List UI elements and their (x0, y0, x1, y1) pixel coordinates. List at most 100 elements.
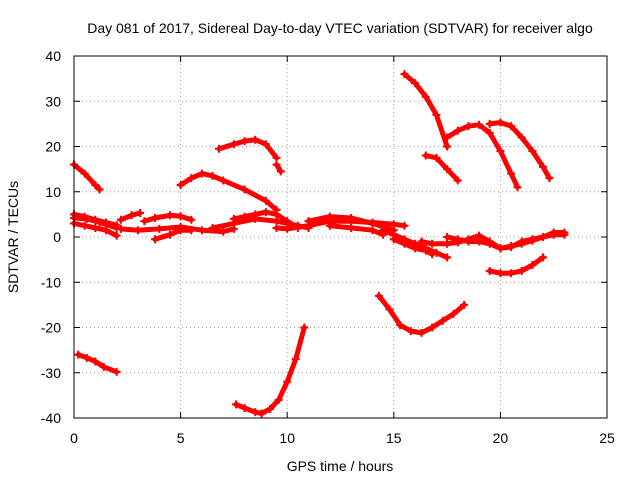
data-point (449, 309, 458, 318)
y-axis-ticks: -40 -30 -20 -10 0 10 20 30 40 (41, 48, 607, 426)
data-point (513, 183, 522, 192)
data-point (240, 404, 249, 413)
data-point (112, 367, 121, 376)
data-point (261, 196, 270, 205)
data-point (80, 221, 89, 230)
data-point (496, 244, 505, 253)
data-point (539, 253, 548, 262)
data-point (229, 219, 238, 228)
data-point (325, 221, 334, 230)
y-tick-label: 30 (45, 93, 61, 109)
y-tick-label: -30 (41, 365, 61, 381)
data-point (272, 223, 281, 232)
y-tick-label: -10 (41, 274, 61, 290)
data-point (155, 224, 164, 233)
data-point (453, 235, 462, 244)
data-point (272, 210, 281, 219)
data-point (187, 174, 196, 183)
data-point (406, 327, 415, 336)
data-point (368, 219, 377, 228)
y-tick-label: 40 (45, 48, 61, 64)
data-point (528, 147, 537, 156)
data-point (91, 357, 100, 366)
data-point (400, 221, 409, 230)
data-point (428, 250, 437, 259)
data-point (325, 212, 334, 221)
series-line (152, 227, 194, 242)
series-arc-24 (421, 151, 462, 185)
data-point (304, 217, 313, 226)
series-arc-10 (176, 169, 281, 214)
data-point (187, 215, 196, 224)
data-point (496, 147, 505, 156)
series-line (402, 71, 450, 149)
data-point (460, 300, 469, 309)
x-tick-label: 15 (386, 430, 402, 446)
data-point (417, 237, 426, 246)
x-tick-label: 20 (493, 430, 509, 446)
data-point (232, 400, 241, 409)
data-point (517, 239, 526, 248)
data-point (140, 217, 149, 226)
data-point (176, 212, 185, 221)
series-arc-13 (232, 323, 309, 418)
data-point (82, 353, 91, 362)
data-point (374, 291, 383, 300)
series-line (71, 215, 120, 231)
data-point (187, 226, 196, 235)
data-point (240, 137, 249, 146)
series-arc-26 (485, 118, 554, 183)
y-tick-label: 10 (45, 184, 61, 200)
series-arc-1 (70, 160, 104, 194)
data-point (443, 233, 452, 241)
data-point (219, 227, 228, 236)
series-arc-6 (116, 209, 145, 224)
data-point (549, 230, 558, 239)
data-point (261, 140, 270, 149)
data-point (421, 92, 430, 101)
series-arc-21 (417, 228, 569, 253)
series-arc-8 (140, 211, 196, 226)
data-series (70, 70, 569, 418)
data-point (165, 230, 174, 239)
data-point (283, 377, 292, 386)
series-line (327, 223, 386, 238)
data-point (165, 211, 174, 220)
series-arc-11 (214, 135, 281, 162)
y-axis-label: SDTVAR / TECUs (5, 181, 21, 293)
data-point (421, 151, 430, 160)
data-point (229, 140, 238, 149)
data-point (91, 223, 100, 232)
data-point (347, 223, 356, 232)
data-point (257, 409, 266, 418)
data-point (197, 169, 206, 178)
data-point (151, 235, 160, 244)
plot-frame (73, 55, 608, 419)
series-arc-23 (400, 70, 452, 151)
data-point (274, 395, 283, 404)
data-point (176, 180, 185, 189)
data-point (283, 224, 292, 233)
data-point (80, 169, 89, 178)
data-point (261, 208, 270, 217)
x-axis-ticks: 0 5 10 15 20 25 (70, 56, 615, 446)
chart-title: Day 081 of 2017, Sidereal Day-to-day VTE… (87, 20, 593, 36)
data-point (219, 176, 228, 185)
y-tick-label: 20 (45, 139, 61, 155)
data-point (272, 153, 281, 162)
data-point (385, 305, 394, 314)
data-point (443, 133, 452, 142)
data-point (95, 185, 104, 194)
series-arc-2 (74, 350, 121, 376)
data-point (428, 239, 437, 248)
data-point (99, 362, 108, 371)
data-point (507, 122, 516, 131)
data-point (251, 408, 260, 417)
data-point (272, 217, 281, 226)
data-point (400, 239, 409, 248)
x-tick-label: 0 (70, 430, 78, 446)
data-point (496, 118, 505, 127)
series-arc-25 (443, 120, 522, 192)
grid-lines (74, 56, 607, 418)
series-line (233, 325, 307, 416)
